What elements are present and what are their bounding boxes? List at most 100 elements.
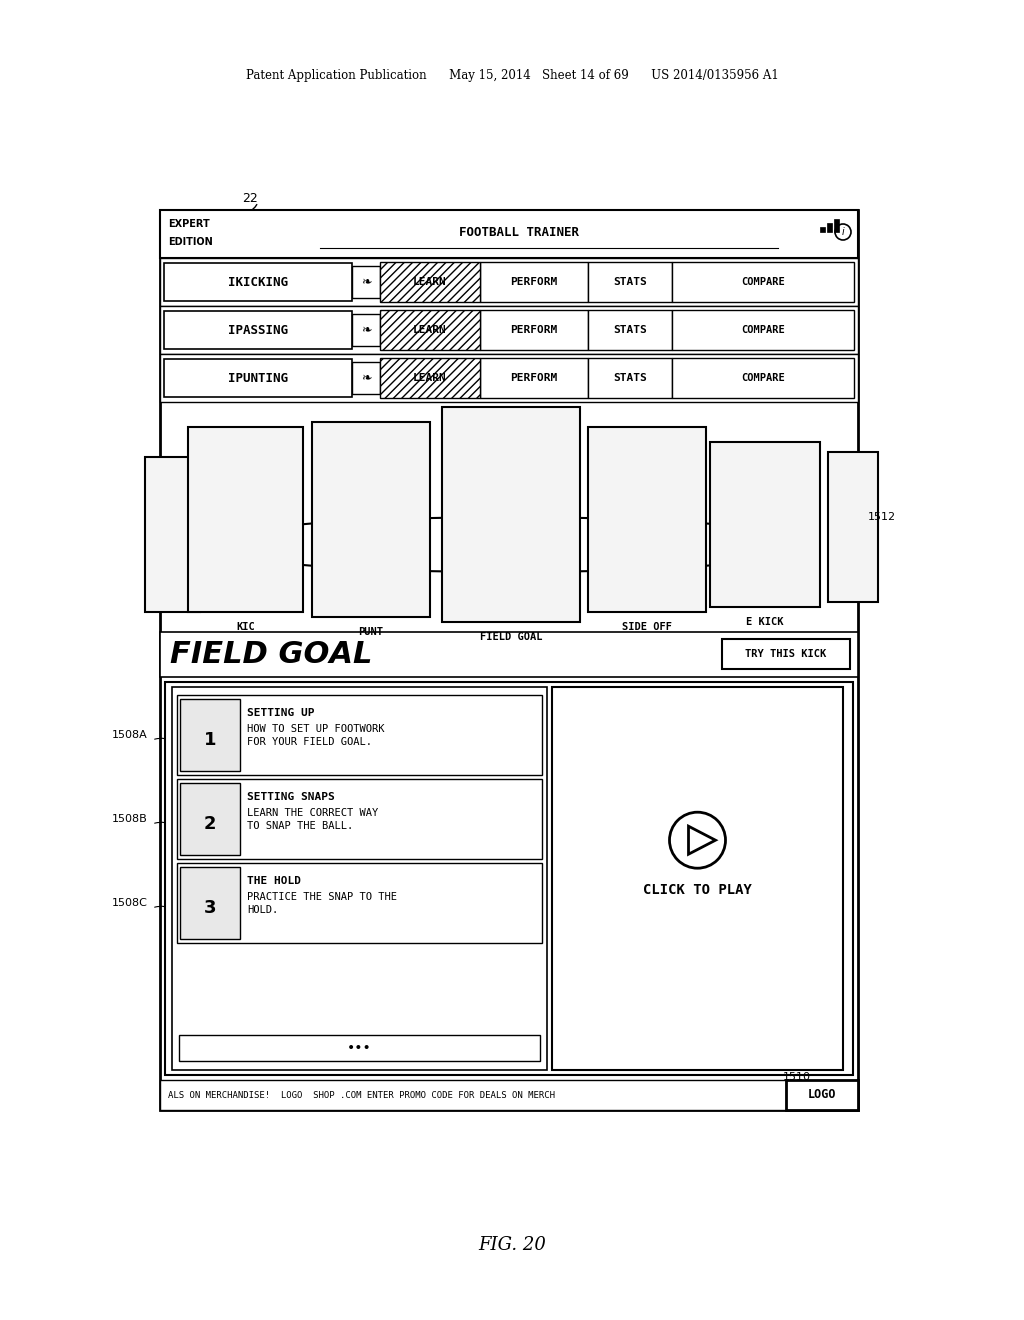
Text: IKICKING: IKICKING	[228, 276, 288, 289]
Bar	[160, 306, 858, 354]
Text: EXPERT: EXPERT	[168, 219, 210, 228]
Bar	[552, 686, 843, 1071]
Text: Patent Application Publication      May 15, 2014   Sheet 14 of 69      US 2014/0: Patent Application Publication May 15, 2…	[246, 69, 778, 82]
Bar	[710, 442, 820, 607]
Text: PERFORM: PERFORM	[510, 277, 558, 286]
Text: CLICK TO PLAY: CLICK TO PLAY	[643, 883, 752, 898]
Text: PUNT: PUNT	[358, 627, 384, 638]
Bar	[177, 696, 542, 775]
Bar	[145, 457, 200, 612]
Text: LEARN THE CORRECT WAY: LEARN THE CORRECT WAY	[247, 808, 378, 818]
Text: FOR YOUR FIELD GOAL.: FOR YOUR FIELD GOAL.	[247, 737, 372, 747]
Bar	[786, 1080, 858, 1110]
Text: KIC: KIC	[237, 622, 255, 632]
Bar	[160, 1080, 786, 1110]
Text: i: i	[842, 227, 845, 238]
Bar	[160, 354, 858, 403]
Bar	[352, 267, 380, 298]
Bar	[480, 261, 588, 302]
Text: IPUNTING: IPUNTING	[228, 371, 288, 384]
Text: COMPARE: COMPARE	[741, 325, 784, 335]
Text: 1: 1	[204, 731, 216, 748]
Text: PRACTICE THE SNAP TO THE: PRACTICE THE SNAP TO THE	[247, 892, 397, 902]
Bar	[380, 261, 480, 302]
Bar	[588, 358, 672, 399]
Text: STATS: STATS	[613, 374, 647, 383]
Bar	[480, 358, 588, 399]
Text: TO SNAP THE BALL.: TO SNAP THE BALL.	[247, 821, 353, 832]
Text: 1508A: 1508A	[112, 730, 147, 741]
Bar	[672, 310, 854, 350]
Bar	[380, 310, 480, 350]
Bar	[172, 686, 547, 1071]
Text: E KICK: E KICK	[746, 616, 783, 627]
Text: EDITION: EDITION	[168, 238, 213, 247]
Text: LOGO: LOGO	[808, 1089, 837, 1101]
Text: 1508B: 1508B	[112, 814, 147, 824]
FancyArrowPatch shape	[785, 1084, 846, 1092]
Text: 2: 2	[204, 814, 216, 833]
Text: HOLD.: HOLD.	[247, 906, 279, 915]
Bar	[164, 359, 352, 397]
Bar	[160, 257, 858, 306]
Text: 1510: 1510	[783, 1072, 811, 1082]
FancyArrowPatch shape	[155, 822, 174, 826]
Bar	[179, 1035, 540, 1061]
FancyArrowPatch shape	[856, 527, 864, 545]
Bar	[672, 358, 854, 399]
Text: LEARN: LEARN	[413, 325, 446, 335]
Text: PERFORM: PERFORM	[510, 374, 558, 383]
Bar	[588, 310, 672, 350]
Text: •••: •••	[347, 1041, 372, 1055]
Text: IPASSING: IPASSING	[228, 323, 288, 337]
Bar	[588, 426, 706, 612]
Bar	[352, 314, 380, 346]
Text: PERFORM: PERFORM	[510, 325, 558, 335]
Bar	[442, 407, 580, 622]
Bar	[380, 358, 480, 399]
Text: COMPARE: COMPARE	[741, 374, 784, 383]
Bar	[164, 312, 352, 348]
Bar	[352, 362, 380, 393]
Bar	[588, 261, 672, 302]
Text: STATS: STATS	[613, 325, 647, 335]
FancyArrowPatch shape	[249, 205, 257, 211]
Text: SETTING SNAPS: SETTING SNAPS	[247, 792, 335, 803]
Bar	[177, 779, 542, 859]
Text: LEARN: LEARN	[413, 374, 446, 383]
Text: ALS ON MERCHANDISE!  LOGO  SHOP .COM ENTER PROMO CODE FOR DEALS ON MERCH: ALS ON MERCHANDISE! LOGO SHOP .COM ENTER…	[168, 1090, 555, 1100]
Text: 1508C: 1508C	[112, 898, 147, 908]
Bar	[177, 863, 542, 942]
Bar	[672, 261, 854, 302]
Bar	[165, 682, 853, 1074]
Text: TRY THIS KICK: TRY THIS KICK	[745, 649, 826, 659]
Bar	[180, 783, 240, 855]
Bar	[827, 223, 831, 232]
Text: 1512: 1512	[868, 512, 896, 521]
Bar	[180, 867, 240, 939]
Text: ❧: ❧	[360, 276, 372, 289]
Bar	[480, 310, 588, 350]
Bar	[180, 700, 240, 771]
Text: HOW TO SET UP FOOTWORK: HOW TO SET UP FOOTWORK	[247, 723, 384, 734]
Text: COMPARE: COMPARE	[741, 277, 784, 286]
Bar	[160, 210, 858, 257]
Text: STATS: STATS	[613, 277, 647, 286]
FancyArrowPatch shape	[155, 907, 174, 911]
FancyArrowPatch shape	[155, 738, 174, 742]
Text: LEARN: LEARN	[413, 277, 446, 286]
Bar	[160, 632, 858, 677]
Bar	[834, 219, 839, 232]
Bar	[164, 263, 352, 301]
Text: ❧: ❧	[360, 323, 372, 337]
Bar	[160, 210, 858, 1110]
Text: THE HOLD: THE HOLD	[247, 876, 301, 886]
Text: FIELD GOAL: FIELD GOAL	[480, 632, 543, 642]
Bar	[312, 422, 430, 616]
Bar	[828, 451, 878, 602]
Text: FIG. 20: FIG. 20	[478, 1236, 546, 1254]
Bar	[188, 426, 303, 612]
Text: FOOTBALL TRAINER: FOOTBALL TRAINER	[459, 226, 579, 239]
Bar	[722, 639, 850, 669]
Text: 22: 22	[242, 191, 258, 205]
